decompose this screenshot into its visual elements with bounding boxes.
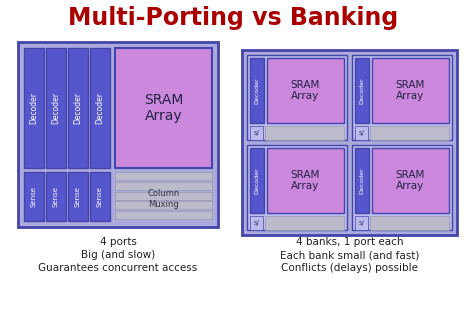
Bar [265,216,344,230]
Text: Decoder: Decoder [73,92,83,124]
Text: Decoder: Decoder [255,77,260,104]
Text: Decoder: Decoder [360,167,365,194]
Bar [355,126,368,140]
Bar [250,126,263,140]
Bar [68,48,88,168]
Bar [115,191,212,200]
Text: Sense: Sense [31,186,37,207]
Text: Decoder: Decoder [51,92,61,124]
Bar [115,48,212,168]
Text: SRAM
Array: SRAM Array [291,80,320,101]
Bar [372,148,449,213]
Bar [267,148,344,213]
Text: Sense: Sense [75,186,81,207]
Bar [115,172,212,180]
Bar [24,172,44,221]
Text: SRAM
Array: SRAM Array [144,93,183,123]
Bar [46,48,66,168]
Text: SRAM
Array: SRAM Array [291,170,320,191]
Bar [247,55,347,140]
Text: Conflicts (delays) possible: Conflicts (delays) possible [281,263,418,273]
Bar [242,50,457,235]
Text: s/: s/ [359,220,365,226]
Text: Decoder: Decoder [95,92,105,124]
Bar [250,216,263,230]
Text: 4 banks, 1 port each: 4 banks, 1 port each [296,237,403,247]
Text: Guarantees concurrent access: Guarantees concurrent access [38,263,198,273]
Text: Each bank small (and fast): Each bank small (and fast) [280,250,419,260]
Bar [68,172,88,221]
Bar [24,48,44,168]
Bar [355,148,369,213]
Text: s/: s/ [254,130,260,136]
Bar [267,58,344,123]
Bar [370,126,449,140]
Bar [355,58,369,123]
Bar [352,145,452,230]
Bar [90,172,110,221]
Text: Multi-Porting vs Banking: Multi-Porting vs Banking [68,6,398,30]
Bar [352,55,452,140]
Bar [250,58,264,123]
Text: Decoder: Decoder [255,167,260,194]
Text: Muxing: Muxing [148,200,179,209]
Text: Sense: Sense [97,186,103,207]
Bar [372,58,449,123]
Bar [250,148,264,213]
Text: s/: s/ [359,130,365,136]
Text: Decoder: Decoder [29,92,38,124]
Text: SRAM
Array: SRAM Array [396,170,425,191]
Bar [370,216,449,230]
Text: SRAM
Array: SRAM Array [396,80,425,101]
Text: Decoder: Decoder [360,77,365,104]
Bar [90,48,110,168]
Bar [115,182,212,190]
Text: s/: s/ [254,220,260,226]
Bar [115,202,212,209]
Bar [18,42,218,227]
Bar [115,211,212,219]
Bar [247,145,347,230]
Bar [355,216,368,230]
Text: 4 ports: 4 ports [99,237,136,247]
Bar [265,126,344,140]
Text: Sense: Sense [53,186,59,207]
Text: Big (and slow): Big (and slow) [81,250,155,260]
Bar [46,172,66,221]
Text: Column: Column [148,189,180,198]
